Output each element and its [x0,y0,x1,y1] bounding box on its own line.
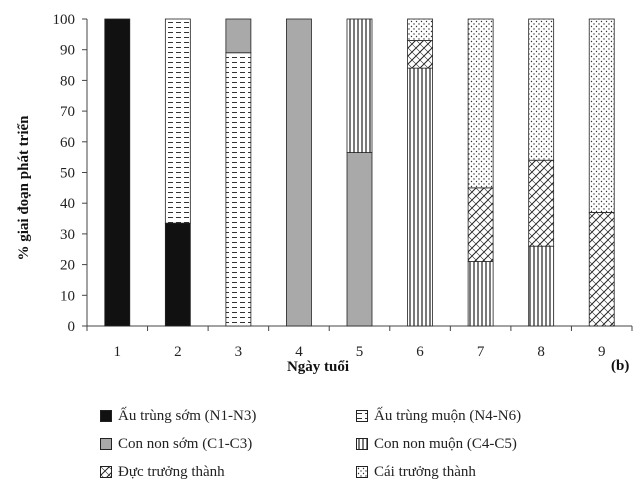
bar-segment [346,18,373,153]
legend-item-late-nauplius: Ấu trùng muộn (N4-N6) [356,408,612,425]
bar-segment [588,18,615,213]
x-tick-label: 1 [114,344,122,360]
bar-segment [164,222,191,327]
legend-swatch [100,438,112,450]
x-tick-label: 3 [235,344,243,360]
legend-swatch [356,410,368,422]
bar-segment [407,40,433,69]
legend-label: Con non muộn (C4-C5) [374,435,517,452]
y-tick-label: 0 [68,319,76,335]
y-tick-label: 20 [60,258,75,274]
y-tick-label: 10 [60,288,75,304]
bar-segment [467,187,494,262]
x-tick-label: 6 [416,344,424,360]
legend-item-adult-male: Đực trưởng thành [100,464,356,481]
bar-segment [225,18,252,54]
legend-item-adult-female: Cái trưởng thành [356,464,612,481]
bar-segment [528,18,555,161]
bar-segment [407,67,433,327]
legend-label: Cái trưởng thành [374,463,476,480]
legend-item-early-copepodite: Con non sớm (C1-C3) [100,436,356,453]
legend-label: Đực trưởng thành [118,463,225,480]
legend-swatch [100,466,112,478]
bar-segment [528,245,555,327]
y-tick-label: 40 [60,196,75,212]
y-axis-title: % giai đoạn phát triển [16,115,32,261]
legend-swatch [356,466,368,478]
bar-segment [467,261,494,327]
y-tick-label: 80 [60,73,75,89]
y-tick-label: 90 [60,43,75,59]
legend-swatch [100,410,112,422]
bar-segment [407,18,433,41]
y-tick-label: 30 [60,227,75,243]
y-tick-label: 100 [53,12,76,28]
bar-segment [346,152,373,327]
x-axis-title: Ngày tuổi [287,359,349,375]
y-tick-label: 50 [60,166,75,182]
legend-item-early-nauplius: Ấu trùng sớm (N1-N3) [100,408,356,425]
legend-label: Con non sớm (C1-C3) [118,435,253,452]
x-tick-label: 8 [537,344,545,360]
x-tick-label: 9 [598,344,606,360]
stacked-bar-chart: 0 10 20 30 40 50 60 70 80 90 100 1 2 3 4 5 6 7 8 9 Ngày tuổ… [16,12,633,375]
bar-segment [467,18,494,189]
x-tick-label: 5 [356,344,364,360]
bar-segment [286,18,312,327]
x-tick-label: 4 [295,344,303,360]
bar-segment [225,52,252,327]
bar-segment [528,159,555,247]
y-tick-label: 70 [60,104,75,120]
bar-segment [164,18,191,224]
legend-item-late-copepodite: Con non muộn (C4-C5) [356,436,612,453]
legend-label: Ấu trùng muộn (N4-N6) [374,407,522,424]
legend-swatch [356,438,368,450]
y-tick-label: 60 [60,135,75,151]
legend-label: Ấu trùng sớm (N1-N3) [118,407,257,424]
x-tick-label: 7 [477,344,485,360]
panel-label: (b) [611,358,630,374]
x-tick-label: 2 [174,344,182,360]
legend: Ấu trùng sớm (N1-N3) Ấu trùng muộn (N4-N… [100,402,620,486]
bar-segment [588,212,615,327]
bar-segment [104,18,131,327]
